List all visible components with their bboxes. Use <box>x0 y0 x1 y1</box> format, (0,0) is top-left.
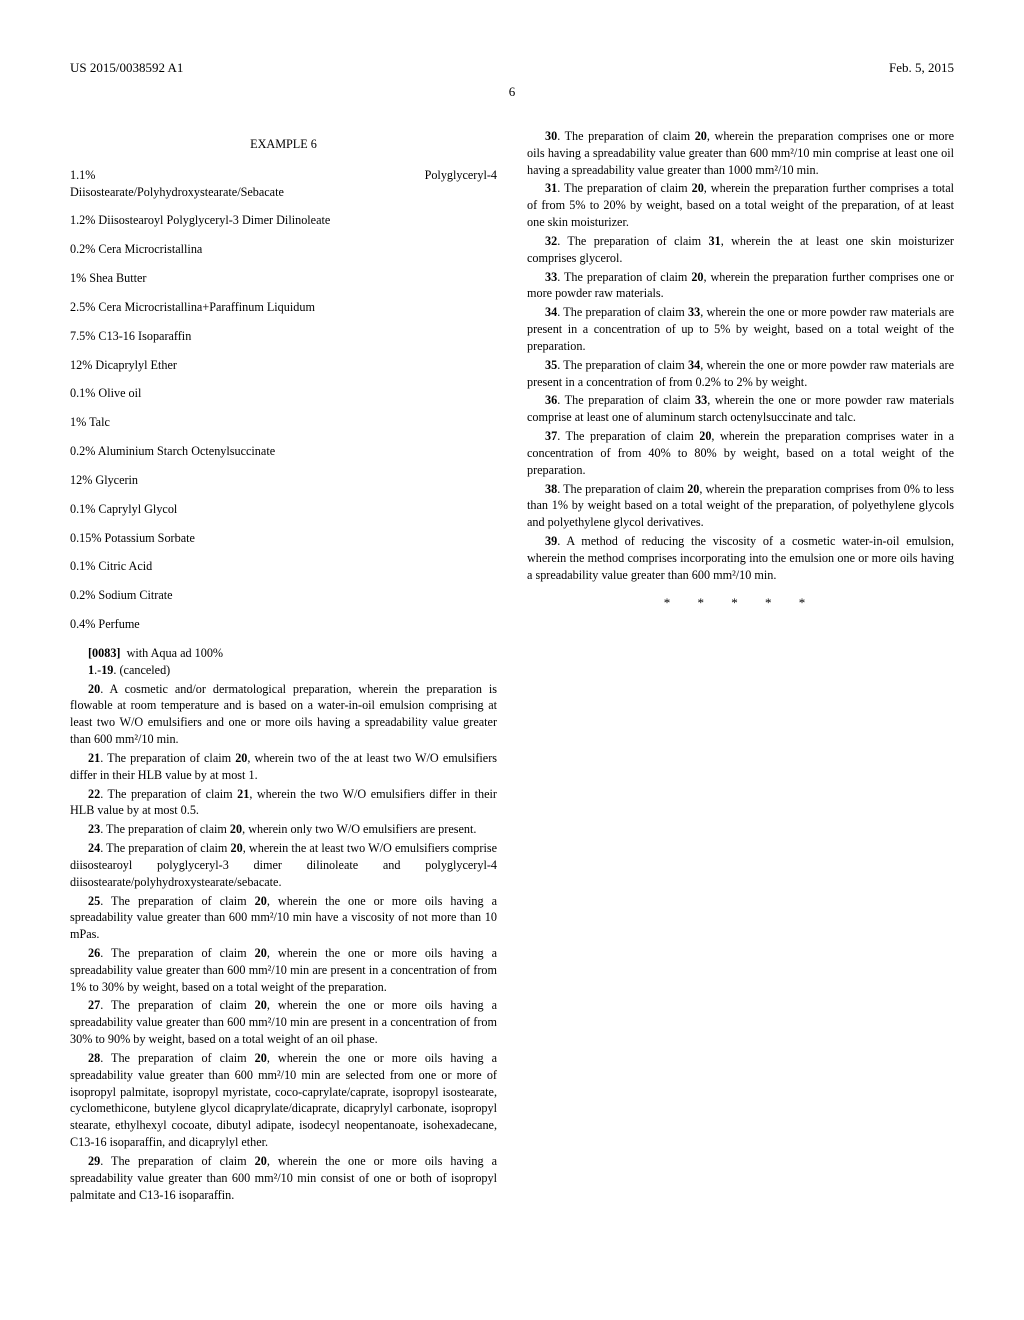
claim: 39. A method of reducing the viscosity o… <box>527 533 954 583</box>
ingredient: 0.1% Olive oil <box>70 385 497 402</box>
claim-number: 27 <box>88 998 100 1012</box>
claim-number: 35 <box>545 358 557 372</box>
claim: 23. The preparation of claim 20, wherein… <box>70 821 497 838</box>
claim: 34. The preparation of claim 33, wherein… <box>527 304 954 354</box>
claim: 21. The preparation of claim 20, wherein… <box>70 750 497 784</box>
claim-number: 25 <box>88 894 100 908</box>
claim-number: 20 <box>88 682 100 696</box>
ingredient: 1.2% Diisostearoyl Polyglyceryl-3 Dimer … <box>70 212 497 229</box>
claim-number: 30 <box>545 129 557 143</box>
claim: 28. The preparation of claim 20, wherein… <box>70 1050 497 1151</box>
ingredient: 0.1% Caprylyl Glycol <box>70 501 497 518</box>
paragraph-number: [0083] <box>88 646 121 660</box>
claim-number: 21 <box>88 751 100 765</box>
claim-number: 26 <box>88 946 100 960</box>
claim-number: 34 <box>545 305 557 319</box>
ingredient: 0.4% Perfume <box>70 616 497 633</box>
ingredient: 2.5% Cera Microcristallina+Paraffinum Li… <box>70 299 497 316</box>
claim: 37. The preparation of claim 20, wherein… <box>527 428 954 478</box>
claim: 36. The preparation of claim 33, wherein… <box>527 392 954 426</box>
claim: 20. A cosmetic and/or dermatological pre… <box>70 681 497 748</box>
claim: 25. The preparation of claim 20, wherein… <box>70 893 497 943</box>
ingredient: 12% Glycerin <box>70 472 497 489</box>
claim: 24. The preparation of claim 20, wherein… <box>70 840 497 890</box>
content-columns: EXAMPLE 6 1.1% Polyglyceryl-4 Diisostear… <box>70 128 954 1223</box>
ingredient: 0.2% Sodium Citrate <box>70 587 497 604</box>
claim-number: 39 <box>545 534 557 548</box>
ingredient: 0.2% Aluminium Starch Octenylsuccinate <box>70 443 497 460</box>
claim-number: 23 <box>88 822 100 836</box>
claim: 33. The preparation of claim 20, wherein… <box>527 269 954 303</box>
paragraph-text: with Aqua ad 100% <box>127 646 223 660</box>
end-marker: * * * * * <box>527 594 954 612</box>
ingredient: 0.1% Citric Acid <box>70 558 497 575</box>
claim: 38. The preparation of claim 20, wherein… <box>527 481 954 531</box>
ingredient: 1% Shea Butter <box>70 270 497 287</box>
claim-number: 22 <box>88 787 100 801</box>
ingredient: 0.2% Cera Microcristallina <box>70 241 497 258</box>
claim: 22. The preparation of claim 21, wherein… <box>70 786 497 820</box>
claim: 32. The preparation of claim 31, wherein… <box>527 233 954 267</box>
publication-date: Feb. 5, 2015 <box>889 60 954 76</box>
ingredient: 0.15% Potassium Sorbate <box>70 530 497 547</box>
ingredient: 12% Dicaprylyl Ether <box>70 357 497 374</box>
ingredient: 1.1% Polyglyceryl-4 Diisostearate/Polyhy… <box>70 167 497 201</box>
claim-number: 33 <box>545 270 557 284</box>
claim-number: 19 <box>101 663 113 677</box>
claim-number: 37 <box>545 429 557 443</box>
claim-number: 38 <box>545 482 557 496</box>
claim: 35. The preparation of claim 34, wherein… <box>527 357 954 391</box>
claim: 30. The preparation of claim 20, wherein… <box>527 128 954 178</box>
claim: 31. The preparation of claim 20, wherein… <box>527 180 954 230</box>
page-number: 6 <box>70 84 954 100</box>
page-header: US 2015/0038592 A1 Feb. 5, 2015 <box>70 60 954 76</box>
claim-number: 31 <box>545 181 557 195</box>
claim-number: 32 <box>545 234 557 248</box>
claim-number: 24 <box>88 841 100 855</box>
claim: 27. The preparation of claim 20, wherein… <box>70 997 497 1047</box>
ingredient: 1% Talc <box>70 414 497 431</box>
ingredient: 7.5% C13-16 Isoparaffin <box>70 328 497 345</box>
publication-number: US 2015/0038592 A1 <box>70 60 183 76</box>
claim: 26. The preparation of claim 20, wherein… <box>70 945 497 995</box>
claim: 1.-19. (canceled) <box>70 662 497 679</box>
example-heading: EXAMPLE 6 <box>70 136 497 153</box>
paragraph: [0083] with Aqua ad 100% <box>70 645 497 662</box>
claim-number: 28 <box>88 1051 100 1065</box>
claim-number: 36 <box>545 393 557 407</box>
claim-number: 29 <box>88 1154 100 1168</box>
claim: 29. The preparation of claim 20, wherein… <box>70 1153 497 1203</box>
